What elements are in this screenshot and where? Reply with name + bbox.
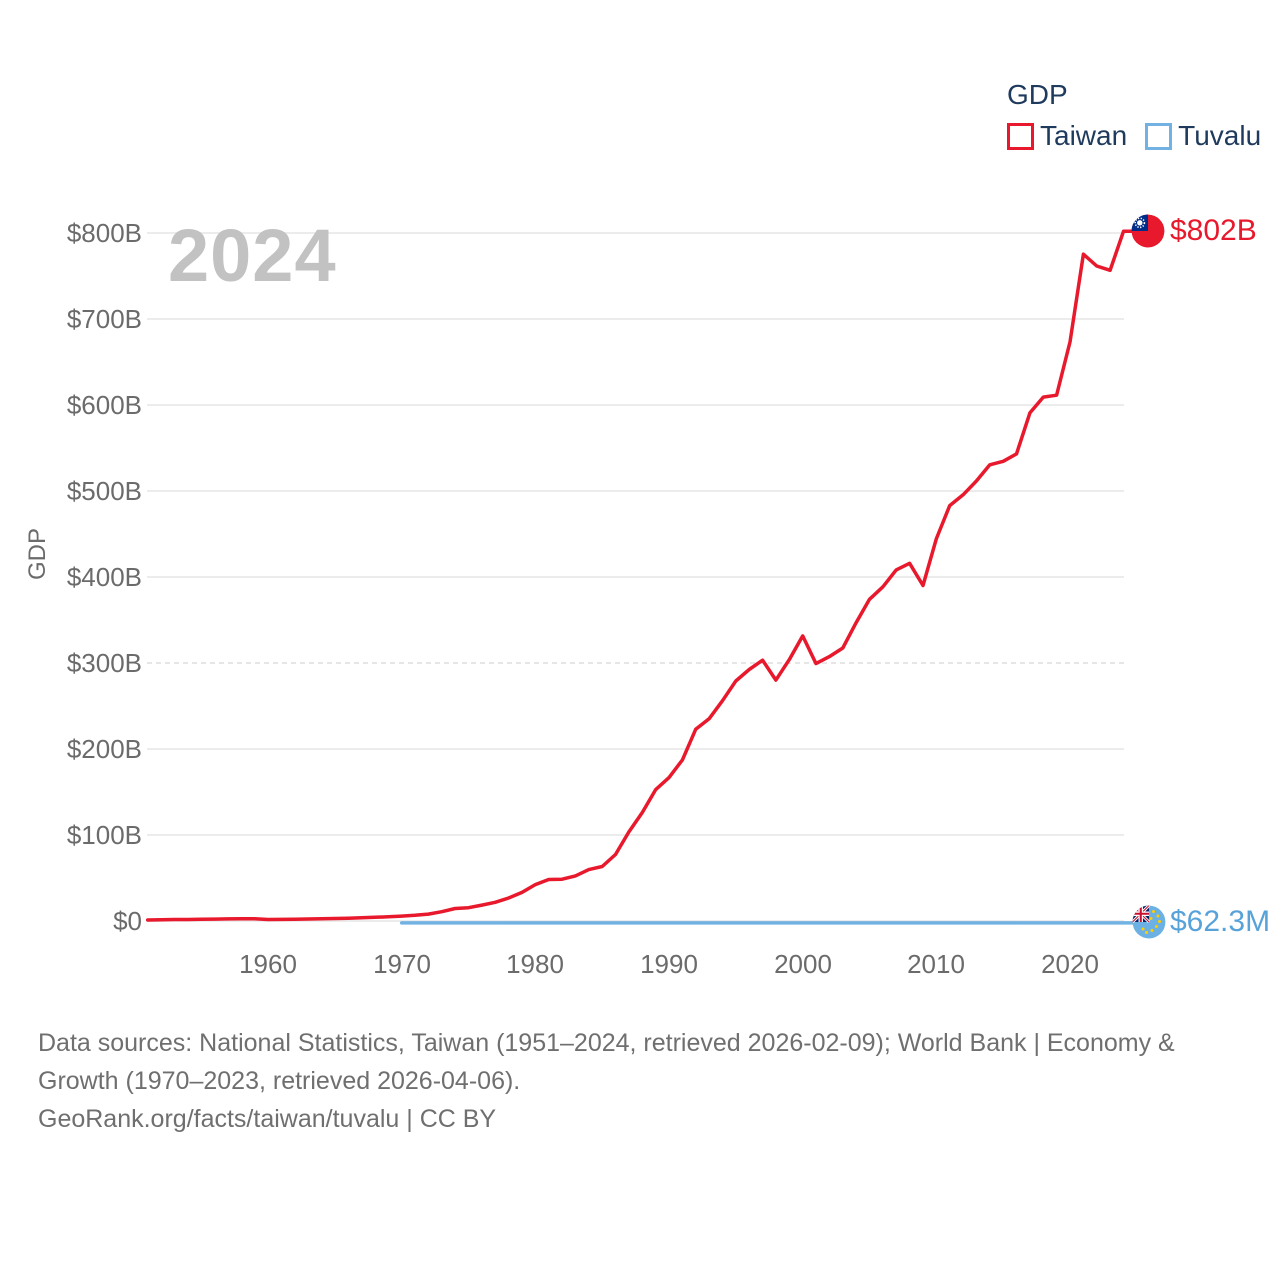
xtick-2010: 2010 (907, 949, 965, 979)
xtick-1960: 1960 (239, 949, 297, 979)
data-sources-line-2: Growth (1970–2023, retrieved 2026-04-06)… (38, 1067, 521, 1095)
ytick-600b: $600B (66, 390, 142, 420)
ytick-200b: $200B (66, 734, 142, 764)
ytick-500b: $500B (66, 476, 142, 506)
xtick-2000: 2000 (774, 949, 832, 979)
gridlines (147, 232, 1124, 922)
tuvalu-swatch-icon (1145, 122, 1173, 150)
legend: GDP Taiwan Tuvalu (1007, 80, 1261, 151)
taiwan-swatch-icon (1007, 122, 1034, 150)
legend-label-taiwan: Taiwan (1040, 120, 1128, 151)
legend-title: GDP (1007, 79, 1068, 110)
watermark-year: 2024 (168, 214, 337, 297)
y-axis-title: GDP (24, 528, 51, 581)
tuvalu-flag-icon (1132, 905, 1166, 939)
data-sources-line-1: Data sources: National Statistics, Taiwa… (38, 1029, 1175, 1057)
legend-items: Taiwan Tuvalu (1007, 121, 1261, 151)
xtick-2020: 2020 (1041, 949, 1099, 979)
attribution: Data sources: National Statistics, Taiwa… (38, 1024, 1175, 1138)
tuvalu-value-label: $62.3M (1170, 905, 1271, 938)
legend-item-taiwan: Taiwan (1007, 121, 1127, 151)
legend-item-tuvalu: Tuvalu (1145, 121, 1261, 151)
ytick-300b: $300B (66, 648, 142, 678)
taiwan-value-label: $802B (1170, 214, 1257, 247)
ytick-800b: $800B (66, 218, 142, 248)
xtick-1970: 1970 (373, 949, 431, 979)
xtick-1980: 1980 (506, 949, 564, 979)
taiwan-line (145, 229, 1142, 922)
ytick-0: $0 (113, 906, 142, 936)
taiwan-flag-icon (1131, 214, 1165, 248)
ytick-400b: $400B (66, 562, 142, 592)
ytick-700b: $700B (66, 304, 142, 334)
ytick-100b: $100B (66, 820, 142, 850)
source-url: GeoRank.org/facts/taiwan/tuvalu | CC BY (38, 1105, 497, 1133)
legend-label-tuvalu: Tuvalu (1178, 120, 1262, 151)
xtick-1990: 1990 (640, 949, 698, 979)
